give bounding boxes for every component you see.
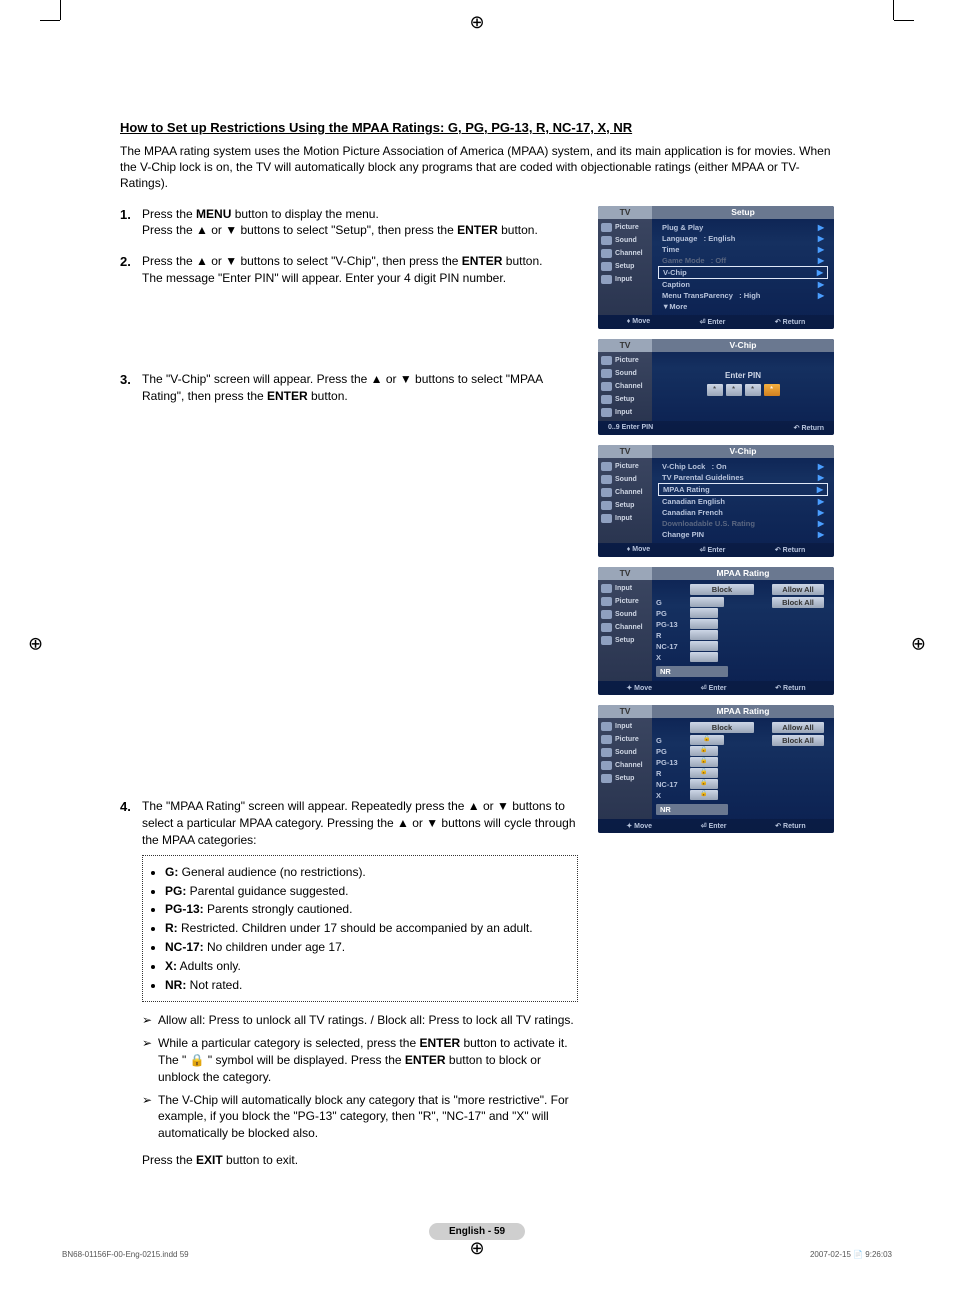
osd-mpaa-rating-screen-1: TVMPAA Rating InputPictureSoundChannelSe… bbox=[598, 567, 834, 695]
registration-mark-icon: ⊕ bbox=[911, 634, 926, 655]
step-1: 1. Press the MENU button to display the … bbox=[120, 206, 578, 240]
osd-vchip-menu-screen: TVV-Chip PictureSoundChannelSetupInput V… bbox=[598, 445, 834, 557]
osd-vchip-pin-screen: TVV-Chip PictureSoundChannelSetupInput E… bbox=[598, 339, 834, 435]
step-3: 3. The "V-Chip" screen will appear. Pres… bbox=[120, 371, 578, 405]
registration-mark-icon: ⊕ bbox=[469, 12, 484, 33]
note-allow-block-all: ➢Allow all: Press to unlock all TV ratin… bbox=[142, 1012, 578, 1029]
intro-text: The MPAA rating system uses the Motion P… bbox=[120, 143, 834, 192]
osd-setup-screen: TVSetup PictureSoundChannelSetupInput Pl… bbox=[598, 206, 834, 329]
step-4: 4. The "MPAA Rating" screen will appear.… bbox=[120, 798, 578, 1168]
section-title: How to Set up Restrictions Using the MPA… bbox=[120, 120, 834, 135]
step-2: 2. Press the ▲ or ▼ buttons to select "V… bbox=[120, 253, 578, 287]
osd-mpaa-rating-screen-2: TVMPAA Rating InputPictureSoundChannelSe… bbox=[598, 705, 834, 833]
registration-mark-icon: ⊕ bbox=[28, 634, 43, 655]
note-activate-category: ➢While a particular category is selected… bbox=[142, 1035, 578, 1085]
note-more-restrictive: ➢The V-Chip will automatically block any… bbox=[142, 1092, 578, 1142]
registration-mark-icon: ⊕ bbox=[469, 1238, 484, 1259]
ratings-definitions-box: G: General audience (no restrictions). P… bbox=[142, 855, 578, 1003]
